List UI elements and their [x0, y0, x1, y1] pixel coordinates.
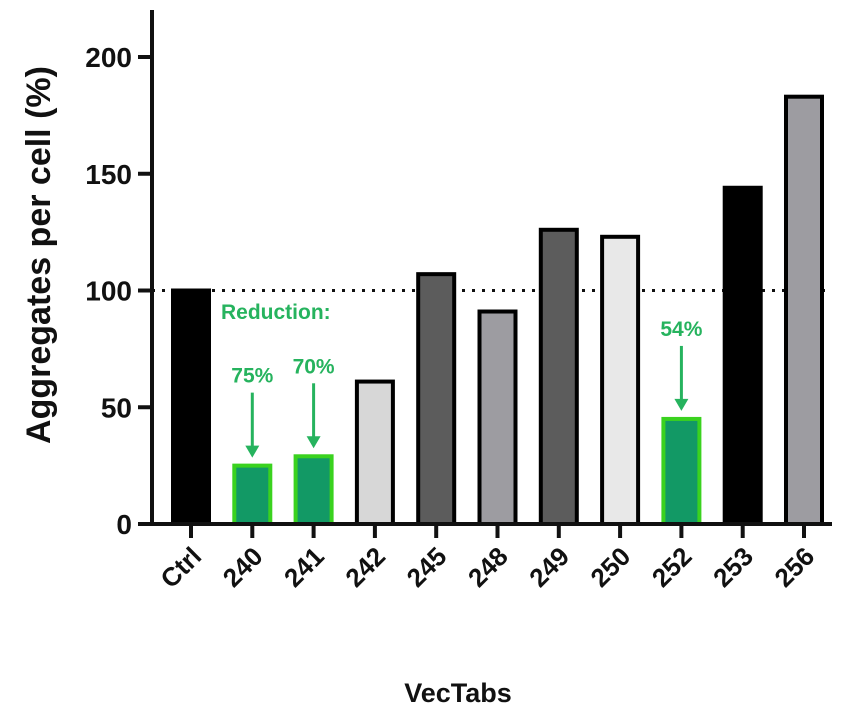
x-tick-label: Ctrl — [154, 541, 207, 594]
x-tick-label: 248 — [462, 541, 514, 593]
bar-242 — [354, 379, 395, 526]
x-tick-label: 249 — [523, 541, 575, 593]
y-tick-label: 150 — [85, 159, 132, 190]
bars-group — [171, 94, 824, 527]
bar-250 — [600, 234, 641, 526]
y-tick-label: 200 — [85, 42, 132, 73]
bar-249 — [538, 227, 579, 526]
annotations-group: Reduction: 75% 70% 54% — [221, 301, 703, 458]
annotation-percent: 54% — [660, 318, 702, 341]
arrow-head — [306, 436, 321, 449]
bar-252 — [661, 416, 702, 526]
x-axis-title: VecTabs — [404, 678, 512, 708]
x-tick-label: 241 — [278, 541, 330, 593]
x-tick-label: 253 — [707, 541, 759, 593]
arrow-head — [245, 445, 260, 458]
y-tick-label: 0 — [116, 509, 132, 540]
x-tick-label: 240 — [217, 541, 269, 593]
x-tick-label: 252 — [646, 541, 698, 593]
bar-240 — [232, 463, 273, 526]
bar-248 — [477, 309, 518, 527]
annotation-percent: 75% — [231, 365, 273, 388]
bar-Ctrl — [171, 288, 211, 526]
annotation-percent: 70% — [293, 355, 335, 378]
y-tick-label: 50 — [101, 392, 132, 423]
x-tick-label: 245 — [401, 541, 453, 593]
y-axis-title: Aggregates per cell (%) — [20, 66, 58, 444]
x-tick-label: 250 — [584, 541, 636, 593]
bar-253 — [722, 185, 763, 526]
bar-256 — [784, 94, 824, 526]
annotation-label: Reduction: — [221, 301, 331, 324]
bar-245 — [416, 272, 457, 526]
x-axis: Ctrl 240 241 242 245 248 249 250 252 253 256 — [150, 522, 832, 594]
y-axis: 0 50 100 150 200 — [85, 10, 154, 540]
x-tick-label: 256 — [768, 541, 820, 593]
bar-241 — [293, 454, 334, 526]
x-tick-label: 242 — [339, 541, 391, 593]
arrow-head — [674, 398, 689, 411]
y-tick-label: 100 — [85, 276, 132, 307]
